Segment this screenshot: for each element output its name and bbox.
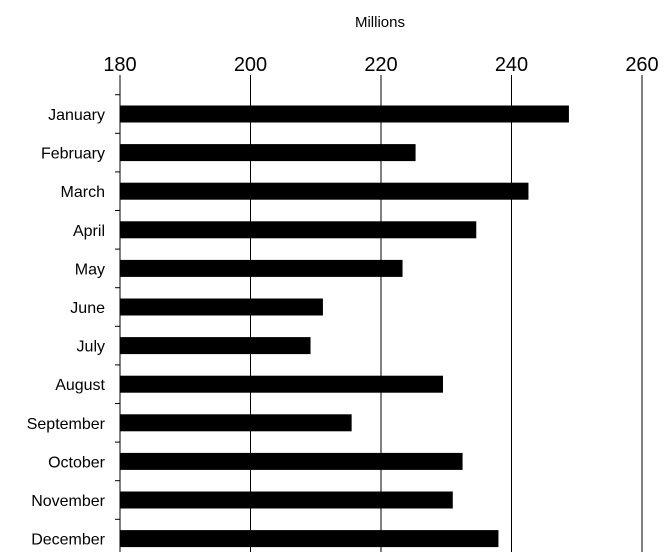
category-label: March [61, 184, 105, 201]
axis-unit-title: Millions [355, 14, 405, 31]
category-labels: January February March April May June July Augu… [27, 94, 120, 549]
category-label: October [48, 454, 106, 471]
category-label: September [27, 416, 106, 433]
bar-april [120, 221, 477, 239]
x-tick-label: 260 [625, 54, 658, 76]
bar-january [120, 105, 569, 123]
bars [120, 105, 569, 548]
bar-june [120, 298, 323, 316]
category-label: May [75, 261, 105, 278]
category-label: July [77, 339, 105, 356]
bar-july [120, 337, 311, 355]
category-label: January [48, 107, 105, 124]
x-tick-label: 200 [234, 54, 267, 76]
bar-february [120, 144, 416, 162]
bar-november [120, 491, 453, 509]
bar-october [120, 452, 463, 470]
category-label: June [70, 300, 105, 317]
category-label: November [31, 493, 105, 510]
category-label: August [55, 377, 105, 394]
category-label: February [41, 146, 105, 163]
x-tick-label: 240 [495, 54, 528, 76]
bar-august [120, 375, 443, 393]
bar-may [120, 259, 403, 277]
bar-december [120, 530, 499, 548]
category-label: April [73, 223, 105, 240]
x-tick-label: 220 [364, 54, 397, 76]
category-label: December [31, 532, 105, 549]
bar-september [120, 414, 352, 432]
bar-march [120, 182, 529, 200]
x-axis-ticks: 180 200 220 240 260 [103, 54, 658, 76]
x-tick-label: 180 [103, 54, 136, 76]
